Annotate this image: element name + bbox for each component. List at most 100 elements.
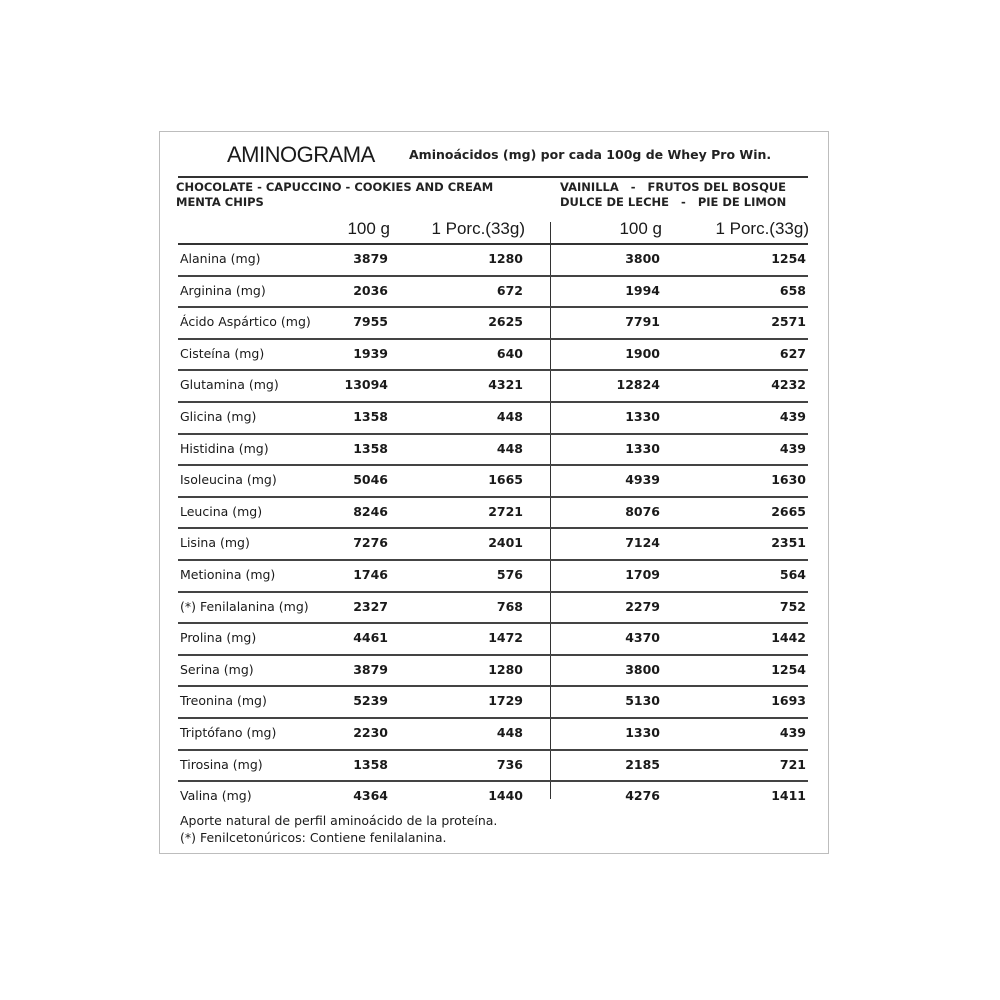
value-cell: 1411: [771, 788, 806, 804]
table-row: Histidina (mg) 1358 448 1330 439: [178, 435, 808, 467]
row-divider: [178, 622, 808, 625]
value-cell: 1665: [488, 472, 523, 488]
value-cell: 5046: [353, 472, 388, 488]
table-row: Arginina (mg) 2036 672 1994 658: [178, 277, 808, 309]
row-divider: [178, 558, 808, 561]
page-title: AMINOGRAMA: [227, 142, 375, 167]
value-cell: 627: [779, 345, 806, 361]
table-row: Triptófano (mg) 2230 448 1330 439: [178, 719, 808, 751]
row-divider: [178, 685, 808, 688]
value-cell: 4321: [488, 377, 523, 393]
value-cell: 1729: [488, 693, 523, 709]
flavor-group-1: CHOCOLATE - CAPUCCINO - COOKIES AND CREA…: [176, 180, 493, 210]
amino-acid-name: Cisteína (mg): [180, 345, 265, 361]
value-cell: 2279: [625, 598, 660, 614]
amino-acid-name: Serina (mg): [180, 661, 254, 677]
row-divider: [178, 590, 808, 593]
amino-acid-name: Prolina (mg): [180, 630, 257, 646]
value-cell: 1630: [771, 472, 806, 488]
flavor-group-2-line1: VAINILLA - FRUTOS DEL BOSQUE: [560, 180, 787, 194]
value-cell: 1472: [488, 630, 523, 646]
subtitle: Aminoácidos (mg) por cada 100g de Whey P…: [409, 147, 772, 162]
value-cell: 448: [496, 440, 523, 456]
value-cell: 576: [496, 567, 523, 582]
value-cell: 8076: [625, 503, 660, 519]
value-cell: 2327: [353, 598, 388, 614]
value-cell: 1358: [353, 756, 388, 772]
column-header: 1 Porc.(33g): [431, 219, 525, 238]
value-cell: 439: [779, 440, 806, 456]
value-cell: 4370: [625, 630, 660, 646]
table-row: Leucina (mg) 8246 2721 8076 2665: [178, 498, 808, 530]
column-header: 100 g: [619, 219, 662, 238]
value-cell: 1254: [771, 661, 806, 677]
value-cell: 2721: [488, 503, 523, 519]
table-row: Glicina (mg) 1358 448 1330 439: [178, 403, 808, 435]
value-cell: 4461: [353, 630, 388, 646]
value-cell: 1440: [488, 788, 523, 804]
value-cell: 8246: [353, 503, 388, 519]
amino-acid-name: Arginina (mg): [180, 282, 266, 298]
value-cell: 4939: [625, 472, 660, 488]
table-row: Isoleucina (mg) 5046 1665 4939 1630: [178, 466, 808, 498]
row-divider: [178, 653, 808, 656]
row-divider: [178, 716, 808, 719]
table-row: Metionina (mg) 1746 576 1709 564: [178, 561, 808, 593]
table-row: Prolina (mg) 4461 1472 4370 1442: [178, 624, 808, 656]
table-row: Alanina (mg) 3879 1280 3800 1254: [178, 245, 808, 277]
footnote: Aporte natural de perfil aminoácido de l…: [180, 813, 498, 828]
footnotes: Aporte natural de perfil aminoácido de l…: [180, 812, 497, 846]
value-cell: 2665: [771, 503, 806, 519]
row-divider: [178, 337, 808, 340]
table-row: Tirosina (mg) 1358 736 2185 721: [178, 751, 808, 783]
amino-acid-name: (*) Fenilalanina (mg): [180, 598, 309, 614]
row-divider: [178, 274, 808, 277]
value-cell: 736: [496, 756, 523, 772]
amino-acid-name: Alanina (mg): [180, 251, 261, 266]
value-cell: 2230: [353, 725, 388, 740]
amino-acid-name: Valina (mg): [180, 788, 252, 804]
value-cell: 1358: [353, 440, 388, 456]
column-header: 100 g: [347, 219, 390, 238]
value-cell: 658: [779, 282, 806, 298]
value-cell: 1330: [625, 409, 660, 424]
amino-acid-name: Lisina (mg): [180, 535, 250, 551]
value-cell: 721: [779, 756, 806, 772]
value-cell: 12824: [616, 377, 661, 393]
value-cell: 2185: [625, 756, 660, 772]
value-cell: 439: [779, 409, 806, 424]
row-divider: [178, 369, 808, 372]
amino-acid-name: Histidina (mg): [180, 440, 269, 456]
amino-acid-name: Triptófano (mg): [180, 725, 277, 740]
value-cell: 564: [779, 567, 806, 582]
row-divider: [178, 464, 808, 467]
value-cell: 3879: [353, 251, 388, 266]
value-cell: 1330: [625, 440, 660, 456]
column-divider: [550, 222, 551, 799]
value-cell: 2625: [488, 314, 523, 330]
table-row: Glutamina (mg) 13094 4321 12824 4232: [178, 371, 808, 403]
column-header: 1 Porc.(33g): [715, 219, 809, 238]
table-row: Valina (mg) 4364 1440 4276 1411: [178, 782, 808, 814]
flavor-group-1-line1: CHOCOLATE - CAPUCCINO - COOKIES AND CREA…: [176, 180, 494, 194]
value-cell: 7791: [625, 314, 660, 330]
value-cell: 640: [496, 345, 523, 361]
value-cell: 1254: [771, 251, 806, 266]
amino-acid-name: Metionina (mg): [180, 567, 276, 582]
value-cell: 1746: [353, 567, 388, 582]
value-cell: 7276: [353, 535, 388, 551]
value-cell: 448: [496, 725, 523, 740]
value-cell: 448: [496, 409, 523, 424]
value-cell: 4364: [353, 788, 388, 804]
value-cell: 1280: [488, 661, 523, 677]
value-cell: 1442: [771, 630, 806, 646]
value-cell: 672: [496, 282, 523, 298]
row-divider: [178, 527, 808, 530]
value-cell: 13094: [344, 377, 389, 393]
value-cell: 1900: [625, 345, 660, 361]
value-cell: 768: [496, 598, 523, 614]
value-cell: 1693: [771, 693, 806, 709]
value-cell: 2036: [353, 282, 388, 298]
table-row: Ácido Aspártico (mg) 7955 2625 7791 2571: [178, 308, 808, 340]
value-cell: 5239: [353, 693, 388, 709]
